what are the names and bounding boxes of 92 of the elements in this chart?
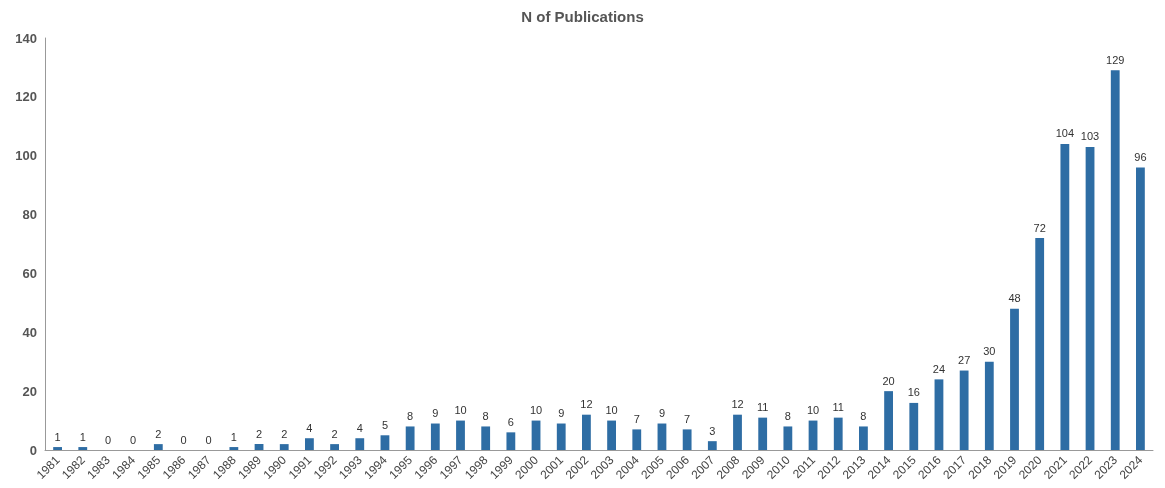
- data-label: 9: [558, 407, 565, 420]
- bar: [481, 426, 491, 450]
- y-tick-label: 120: [15, 89, 37, 105]
- bar: [78, 447, 88, 450]
- data-label: 104: [1055, 127, 1075, 140]
- bar: [808, 420, 818, 450]
- y-tick-label: 100: [15, 148, 37, 164]
- data-label: 8: [482, 409, 489, 422]
- data-label: 96: [1134, 150, 1147, 163]
- y-tick-label: 60: [22, 265, 37, 281]
- data-label: 3: [709, 424, 716, 437]
- data-label: 10: [605, 404, 618, 417]
- bar: [254, 444, 264, 450]
- bar: [405, 426, 415, 450]
- bar: [582, 414, 591, 450]
- y-tick-label: 0: [29, 442, 37, 458]
- data-label: 0: [205, 433, 212, 446]
- bar: [758, 417, 768, 450]
- data-label: 4: [356, 421, 363, 434]
- data-label: 2: [255, 427, 263, 440]
- bar: [330, 444, 339, 450]
- y-tick-label: 140: [15, 30, 37, 46]
- bar: [556, 423, 566, 450]
- data-label: 0: [104, 433, 112, 446]
- bar: [531, 420, 541, 450]
- bar: [153, 444, 163, 450]
- data-label: 9: [658, 407, 666, 420]
- bar: [1085, 146, 1095, 450]
- data-label: 12: [731, 398, 744, 411]
- data-label: 4: [306, 421, 313, 434]
- data-label: 1: [54, 430, 61, 443]
- data-label: 103: [1080, 130, 1100, 143]
- bar: [607, 420, 616, 450]
- y-tick-label: 80: [22, 207, 37, 223]
- bar: [1010, 308, 1019, 450]
- data-label: 10: [529, 404, 543, 417]
- data-label: 20: [882, 374, 895, 387]
- bar: [229, 447, 239, 450]
- data-label: 0: [180, 433, 187, 446]
- bar: [632, 429, 642, 450]
- data-label: 1: [79, 430, 86, 443]
- data-label: 7: [684, 412, 691, 425]
- data-label: 11: [756, 401, 769, 414]
- bar: [279, 444, 289, 450]
- bar: [783, 426, 793, 450]
- data-label: 9: [432, 407, 439, 420]
- bar: [959, 370, 969, 450]
- data-label: 27: [958, 354, 971, 367]
- data-label: 11: [832, 401, 844, 414]
- bar: [859, 426, 868, 450]
- data-label: 0: [130, 433, 137, 446]
- data-label: 2: [331, 427, 338, 440]
- bar: [1060, 143, 1070, 450]
- bar: [1035, 238, 1045, 450]
- data-label: 7: [633, 412, 640, 425]
- data-label: 10: [806, 404, 820, 417]
- bar: [456, 420, 465, 450]
- data-label: 72: [1033, 221, 1046, 234]
- bar: [53, 447, 62, 450]
- bar: [305, 438, 314, 450]
- bar: [909, 402, 919, 450]
- bar: [833, 417, 843, 450]
- bar: [707, 441, 717, 450]
- data-label: 12: [580, 398, 593, 411]
- data-label: 5: [381, 418, 389, 431]
- bar: [733, 414, 742, 450]
- data-label: 24: [932, 362, 946, 375]
- y-tick-label: 40: [22, 324, 37, 340]
- bar: [682, 429, 692, 450]
- y-tick-label: 20: [22, 383, 37, 399]
- data-label: 8: [860, 409, 867, 422]
- bar: [1110, 70, 1120, 450]
- data-label: 6: [507, 415, 514, 428]
- data-label: 8: [407, 409, 414, 422]
- data-label: 8: [784, 409, 791, 422]
- data-label: 1: [230, 430, 237, 443]
- data-label: 16: [907, 386, 920, 399]
- bar: [355, 438, 365, 450]
- bar: [884, 391, 893, 450]
- data-label: 10: [454, 404, 467, 417]
- bar: [934, 379, 944, 450]
- data-label: 48: [1008, 292, 1021, 305]
- data-label: 2: [281, 427, 288, 440]
- chart-title: N of Publications: [521, 8, 644, 25]
- bar: [380, 435, 390, 450]
- data-label: 129: [1106, 53, 1125, 66]
- bar: [984, 361, 994, 450]
- data-label: 30: [983, 345, 996, 358]
- data-label: 2: [155, 427, 162, 440]
- bar: [430, 423, 440, 450]
- bar: [506, 432, 516, 450]
- bar: [1136, 167, 1145, 450]
